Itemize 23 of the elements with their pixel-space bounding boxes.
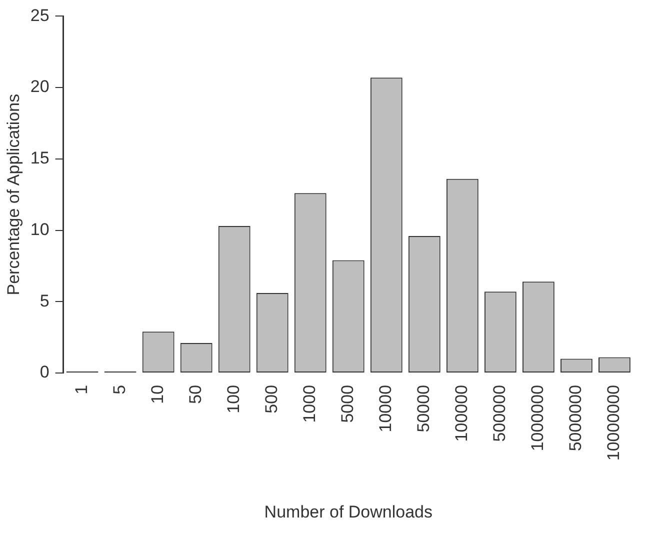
y-axis-title: Percentage of Applications <box>4 94 23 296</box>
x-tick-label: 1000 <box>300 384 320 423</box>
y-tick-label: 5 <box>40 291 50 310</box>
x-axis-title: Number of Downloads <box>264 502 432 522</box>
x-tick-label: 100000 <box>452 384 472 442</box>
x-tick-label: 10000000 <box>604 384 624 461</box>
y-tick-label: 15 <box>30 148 50 168</box>
x-tick-label: 10000 <box>376 384 396 432</box>
x-tick-label: 1000000 <box>528 384 548 452</box>
x-tick-label: 1 <box>72 384 91 394</box>
x-tick-label: 10 <box>148 384 168 404</box>
x-tick-label: 500 <box>262 384 282 414</box>
x-tick-label: 5000000 <box>566 384 586 452</box>
x-tick-label: 500000 <box>490 384 510 442</box>
x-tick-label: 100 <box>224 384 244 414</box>
x-tick-label: 50000 <box>414 384 434 432</box>
x-tick-label: 5000 <box>338 384 358 423</box>
y-tick-label: 20 <box>30 77 50 96</box>
y-tick-label: 25 <box>30 6 50 25</box>
x-tick-label: 5 <box>110 384 130 394</box>
y-tick-label: 10 <box>30 220 50 239</box>
x-tick-label: 50 <box>186 384 206 404</box>
y-tick-label: 0 <box>40 362 50 382</box>
